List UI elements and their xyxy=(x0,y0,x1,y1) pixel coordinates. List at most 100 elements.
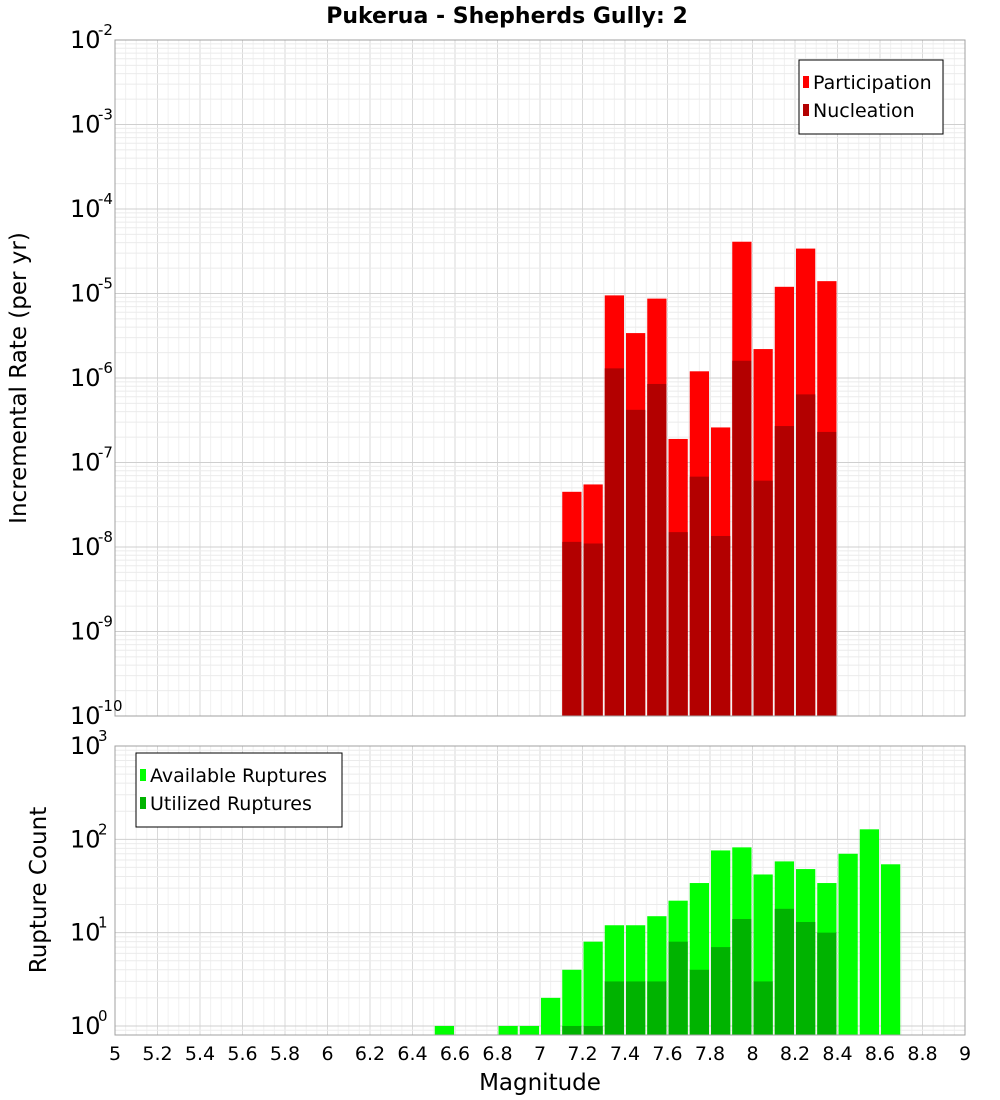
count-bar-available-ruptures xyxy=(541,997,561,1035)
x-tick-label: 7.8 xyxy=(695,1043,725,1065)
count-bar-utilized-ruptures xyxy=(774,908,794,1035)
rate-legend-label-nucleation: Nucleation xyxy=(813,100,915,122)
x-tick-label: 8.6 xyxy=(865,1043,895,1065)
rate-bar-nucleation xyxy=(689,476,709,716)
rate-bar-nucleation xyxy=(626,409,646,716)
x-tick-label: 6 xyxy=(321,1043,333,1065)
count-bar-utilized-ruptures xyxy=(796,922,816,1035)
rate-legend-swatch-participation xyxy=(803,76,809,88)
x-tick-label: 8 xyxy=(746,1043,758,1065)
rate-bar-nucleation xyxy=(562,541,582,716)
count-y-tick-label: 10 xyxy=(70,1012,101,1040)
rate-bar-nucleation xyxy=(604,368,624,716)
count-bar-available-ruptures xyxy=(838,853,858,1035)
count-bar-utilized-ruptures xyxy=(604,981,624,1035)
rate-y-tick-label: 10 xyxy=(70,26,101,54)
x-tick-label: 5.4 xyxy=(185,1043,215,1065)
count-bar-utilized-ruptures xyxy=(753,981,773,1035)
count-legend-label-utilized-ruptures: Utilized Ruptures xyxy=(150,793,312,815)
x-tick-label: 6.8 xyxy=(482,1043,512,1065)
rate-y-tick-exponent: -6 xyxy=(98,359,113,377)
rate-bar-nucleation xyxy=(668,532,688,716)
rate-y-tick-exponent: -9 xyxy=(98,613,113,631)
rate-y-tick-label: 10 xyxy=(70,449,101,477)
x-tick-label: 5.8 xyxy=(270,1043,300,1065)
count-bar-utilized-ruptures xyxy=(626,981,646,1035)
count-bar-available-ruptures xyxy=(881,864,901,1035)
rate-y-tick-exponent: -8 xyxy=(98,528,113,546)
count-bar-available-ruptures xyxy=(562,969,582,1035)
rate-y-tick-exponent: -5 xyxy=(98,275,113,293)
rate-y-tick-label: 10 xyxy=(70,702,101,730)
rate-legend-label-participation: Participation xyxy=(813,72,932,94)
x-tick-label: 6.6 xyxy=(440,1043,470,1065)
count-plot-frame xyxy=(114,745,966,1036)
count-legend-label-available-ruptures: Available Ruptures xyxy=(150,765,327,787)
top-y-axis-label: Incremental Rate (per yr) xyxy=(6,232,32,524)
rate-bar-nucleation xyxy=(796,394,816,716)
count-bar-available-ruptures xyxy=(583,941,603,1035)
chart-title: Pukerua - Shepherds Gully: 2 xyxy=(326,4,688,29)
rate-plot-frame xyxy=(114,39,966,717)
x-axis-label: Magnitude xyxy=(479,1070,601,1096)
count-bar-utilized-ruptures xyxy=(647,981,667,1035)
bottom-y-axis-label: Rupture Count xyxy=(26,807,52,973)
count-bar-utilized-ruptures xyxy=(562,1025,582,1035)
rate-y-tick-exponent: -10 xyxy=(98,697,123,715)
rate-bar-nucleation xyxy=(817,431,837,716)
x-tick-label: 8.4 xyxy=(822,1043,852,1065)
rate-bar-nucleation xyxy=(583,543,603,716)
x-tick-label: 7.6 xyxy=(652,1043,682,1065)
rate-y-tick-exponent: -3 xyxy=(98,106,113,124)
rate-bar-nucleation xyxy=(647,383,667,716)
count-legend-swatch-utilized-ruptures xyxy=(140,797,146,809)
count-legend: Available Ruptures Utilized Ruptures xyxy=(135,752,343,828)
rate-legend: Participation Nucleation xyxy=(798,59,944,135)
count-y-tick-label: 10 xyxy=(70,919,101,947)
rate-bar-nucleation xyxy=(753,480,773,716)
count-bar-utilized-ruptures xyxy=(583,1025,603,1035)
x-tick-label: 7.4 xyxy=(610,1043,640,1065)
count-y-tick-label: 10 xyxy=(70,825,101,853)
count-y-tick-exponent: 0 xyxy=(98,1007,108,1025)
count-bar-utilized-ruptures xyxy=(668,941,688,1035)
count-y-tick-exponent: 1 xyxy=(98,914,108,932)
count-bar-available-ruptures xyxy=(859,829,879,1035)
rate-y-tick-exponent: -4 xyxy=(98,190,113,208)
x-tick-label: 6.4 xyxy=(397,1043,427,1065)
count-bar-available-ruptures xyxy=(498,1025,518,1035)
rate-y-tick-label: 10 xyxy=(70,280,101,308)
count-bar-available-ruptures xyxy=(434,1025,454,1035)
rate-y-tick-label: 10 xyxy=(70,111,101,139)
count-bar-utilized-ruptures xyxy=(689,969,709,1035)
count-legend-box xyxy=(135,752,343,828)
count-y-tick-exponent: 2 xyxy=(98,820,108,838)
x-tick-label: 6.2 xyxy=(355,1043,385,1065)
x-tick-label: 5 xyxy=(109,1043,121,1065)
rate-y-tick-label: 10 xyxy=(70,533,101,561)
count-y-tick-label: 10 xyxy=(70,732,101,760)
count-y-tick-exponent: 3 xyxy=(98,727,108,745)
rate-legend-box xyxy=(798,59,944,135)
count-bar-utilized-ruptures xyxy=(711,947,731,1035)
x-tick-label: 9 xyxy=(959,1043,971,1065)
rate-bar-nucleation xyxy=(774,426,794,716)
rate-panel: 10-1010-910-810-710-610-510-410-310-2Par… xyxy=(70,21,966,730)
rate-y-tick-label: 10 xyxy=(70,195,101,223)
count-bar-available-ruptures xyxy=(519,1025,539,1035)
x-tick-label: 7 xyxy=(534,1043,546,1065)
x-tick-label: 8.8 xyxy=(907,1043,937,1065)
count-legend-swatch-available-ruptures xyxy=(140,769,146,781)
x-tick-label: 7.2 xyxy=(567,1043,597,1065)
rate-y-tick-label: 10 xyxy=(70,618,101,646)
rate-bar-nucleation xyxy=(711,535,731,716)
x-tick-label: 8.2 xyxy=(780,1043,810,1065)
rate-bar-nucleation xyxy=(732,360,752,716)
rate-legend-swatch-nucleation xyxy=(803,104,809,116)
rate-y-tick-label: 10 xyxy=(70,364,101,392)
x-tick-label: 5.6 xyxy=(227,1043,257,1065)
count-bar-utilized-ruptures xyxy=(732,919,752,1035)
x-tick-label: 5.2 xyxy=(142,1043,172,1065)
